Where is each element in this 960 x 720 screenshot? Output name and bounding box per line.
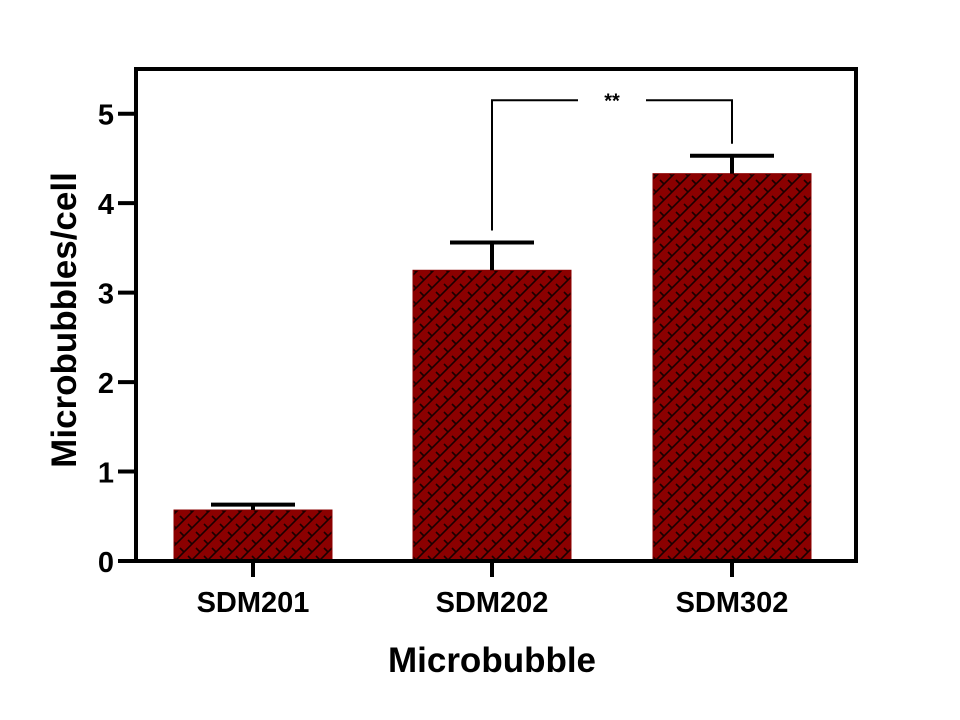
x-tick-label: SDM302: [676, 587, 789, 619]
plot-frame: [134, 67, 858, 563]
bar-sdm302: [652, 173, 812, 562]
y-tick-label: 1: [98, 458, 114, 490]
y-axis-ticks: 0 1 2 3 4 5: [98, 100, 136, 579]
y-tick-label: 0: [98, 547, 114, 579]
x-axis-title: Microbubble: [388, 641, 596, 680]
y-tick-label: 4: [98, 189, 114, 221]
significance-annotations: **: [491, 90, 733, 231]
x-axis-ticks: SDM201 SDM202 SDM302: [197, 561, 789, 619]
bar-sdm201: [173, 509, 333, 562]
y-tick-label: 2: [98, 368, 114, 400]
y-tick-label: 3: [98, 279, 114, 311]
significance-label: **: [604, 90, 620, 112]
significance-bracket: [491, 99, 733, 231]
y-tick-label: 5: [98, 100, 114, 132]
y-axis-title: Microbubbles/cell: [45, 172, 84, 468]
error-bars-group: [211, 153, 774, 511]
x-tick-label: SDM202: [436, 587, 549, 619]
x-tick-label: SDM201: [197, 587, 310, 619]
bar-sdm202: [412, 269, 572, 562]
